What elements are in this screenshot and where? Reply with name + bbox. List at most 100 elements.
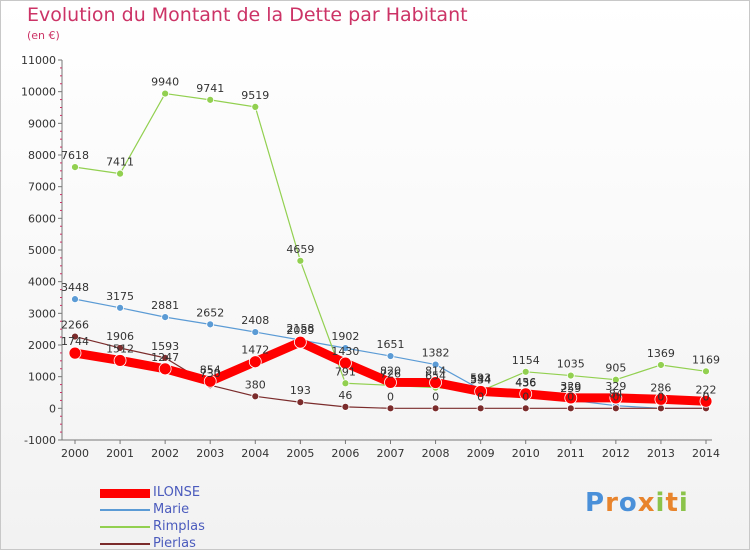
data-point-pierlas [611, 404, 620, 413]
data-label-rimplas: 4659 [286, 243, 314, 256]
data-point-marie [251, 328, 260, 336]
data-label-rimplas: 7411 [106, 156, 134, 169]
data-label-pierlas: 46 [338, 389, 352, 402]
legend-label: ILONSE [153, 485, 201, 500]
data-point-marie [386, 352, 395, 360]
data-label-pierlas: 0 [522, 390, 529, 403]
data-label-marie: 593 [470, 372, 491, 385]
data-point-ilonse [699, 394, 713, 408]
y-tick-label: -1000 [24, 434, 56, 447]
data-label-pierlas: 0 [387, 390, 394, 403]
data-label-pierlas: 1906 [106, 330, 134, 343]
data-label-marie: 2881 [151, 299, 179, 312]
data-label-marie: 1902 [331, 330, 359, 343]
data-label-rimplas: 905 [605, 362, 626, 375]
data-label-rimplas: 544 [470, 373, 491, 386]
data-point-pierlas [657, 404, 665, 413]
data-label-marie: 1382 [422, 347, 450, 360]
y-tick-label: 4000 [28, 276, 56, 289]
data-point-pierlas [296, 398, 305, 407]
data-label-ilonse: 329 [605, 380, 626, 393]
legend-label: Pierlas [153, 536, 196, 551]
data-label-ilonse: 2089 [286, 324, 314, 337]
data-label-rimplas: 1369 [647, 347, 675, 360]
x-tick-label: 2000 [61, 447, 89, 460]
y-tick-label: 10000 [21, 86, 56, 99]
data-point-ilonse [519, 387, 533, 401]
data-point-ilonse [113, 354, 127, 367]
data-point-marie [161, 313, 170, 322]
x-tick-label: 2008 [422, 447, 450, 460]
data-point-pierlas [71, 332, 79, 341]
data-point-pierlas [161, 353, 170, 362]
x-tick-label: 2006 [331, 447, 359, 460]
legend-swatch [100, 509, 150, 511]
y-tick-label: 2000 [28, 339, 56, 352]
data-label-marie: 436 [515, 377, 536, 390]
x-tick-label: 2011 [557, 447, 585, 460]
data-point-ilonse [68, 346, 82, 360]
data-label-pierlas: 0 [657, 390, 664, 403]
x-tick-label: 2007 [377, 447, 405, 460]
data-label-rimplas: 654 [425, 370, 446, 383]
legend-label: Rimplas [153, 519, 205, 534]
data-label-pierlas: 0 [567, 390, 574, 403]
data-point-rimplas [702, 367, 710, 376]
data-label-pierlas: 730 [200, 367, 221, 380]
data-label-ilonse: 820 [380, 364, 401, 377]
x-tick-label: 2012 [602, 447, 630, 460]
data-point-rimplas [611, 375, 620, 384]
legend-swatch [100, 488, 150, 498]
y-tick-label: 1000 [28, 371, 56, 384]
x-tick-label: 2010 [512, 447, 540, 460]
data-label-ilonse: 814 [425, 365, 446, 378]
data-point-rimplas [521, 367, 530, 376]
data-label-marie: 2158 [286, 322, 314, 335]
data-point-ilonse [609, 391, 623, 405]
data-label-ilonse: 1472 [241, 344, 269, 357]
x-tick-label: 2014 [692, 447, 720, 460]
data-point-pierlas [251, 392, 260, 401]
data-label-ilonse: 854 [200, 363, 221, 376]
data-label-pierlas: 2266 [61, 319, 89, 332]
data-label-pierlas: 1593 [151, 340, 179, 353]
data-label-marie: 0 [703, 390, 710, 403]
x-tick-label: 2013 [647, 447, 675, 460]
data-label-pierlas: 193 [290, 384, 311, 397]
data-label-marie: 1651 [377, 338, 405, 351]
data-point-marie [431, 360, 440, 369]
data-point-ilonse [293, 335, 307, 349]
legend-swatch [100, 543, 150, 545]
data-point-ilonse [384, 375, 397, 389]
data-label-ilonse: 222 [696, 383, 717, 396]
data-point-ilonse [339, 356, 352, 370]
data-label-rimplas: 726 [380, 367, 401, 380]
y-tick-label: 9000 [28, 117, 56, 130]
y-tick-label: 0 [49, 402, 56, 415]
x-tick-label: 2001 [106, 447, 134, 460]
data-label-rimplas: 1169 [692, 353, 720, 366]
y-tick-label: 6000 [28, 212, 56, 225]
data-label-marie: 84 [609, 388, 623, 401]
data-label-rimplas: 9940 [151, 76, 179, 89]
data-label-pierlas: 0 [612, 390, 619, 403]
data-point-rimplas [71, 163, 79, 171]
data-point-pierlas [566, 404, 575, 413]
data-point-ilonse [203, 374, 217, 388]
data-point-rimplas [296, 256, 305, 265]
data-label-marie: 2652 [196, 306, 224, 319]
data-point-rimplas [206, 95, 215, 104]
y-tick-label: 11000 [21, 54, 56, 67]
data-label-marie: 3448 [61, 281, 89, 294]
data-label-marie: 0 [657, 390, 664, 403]
data-point-marie [206, 320, 215, 329]
data-label-marie: 3175 [106, 290, 134, 303]
data-point-rimplas [161, 89, 170, 98]
data-point-rimplas [251, 102, 260, 111]
data-point-rimplas [116, 169, 124, 178]
data-label-ilonse: 329 [560, 380, 581, 393]
data-label-pierlas: 0 [703, 390, 710, 403]
data-point-marie [71, 295, 79, 304]
data-point-pierlas [116, 344, 124, 352]
